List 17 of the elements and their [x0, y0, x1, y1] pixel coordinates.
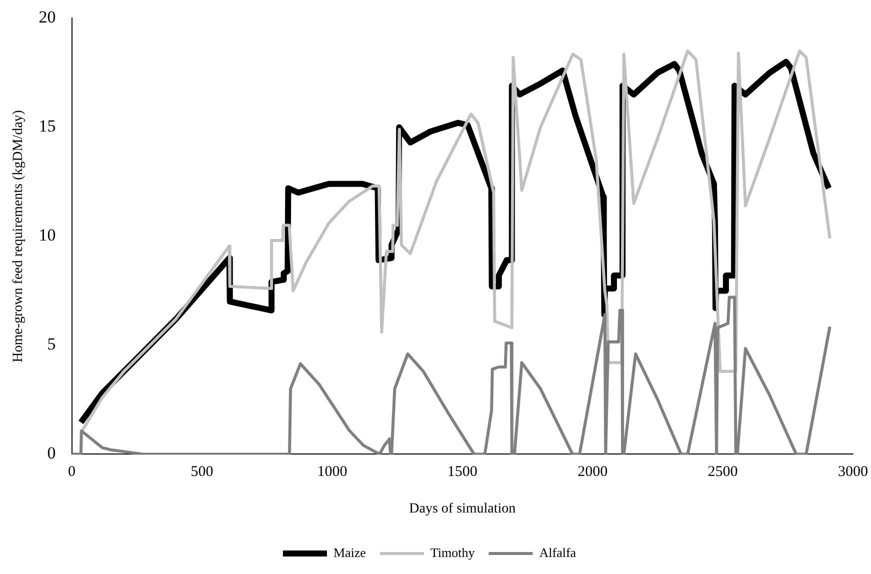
- y-tick-label: 20: [38, 8, 56, 27]
- x-tick-label: 2000: [578, 464, 608, 480]
- x-tick-label: 3000: [838, 464, 868, 480]
- y-tick-label: 5: [47, 334, 56, 354]
- x-tick-label: 1000: [317, 464, 348, 480]
- x-tick-label: 0: [68, 464, 76, 480]
- y-axis-title: Home-grown feed requirements (kgDM/day): [11, 110, 26, 362]
- y-tick-label: 15: [38, 116, 56, 136]
- x-axis-title: Days of simulation: [409, 501, 516, 516]
- x-tick-label: 1500: [447, 464, 478, 480]
- x-tick-label: 2500: [708, 464, 738, 480]
- legend-label: Timothy: [430, 544, 476, 560]
- y-tick-label: 10: [38, 226, 56, 245]
- legend-label: Alfalfa: [539, 544, 576, 560]
- legend-label: Maize: [333, 544, 366, 560]
- y-tick-label: 0: [47, 444, 56, 463]
- x-tick-label: 500: [190, 464, 214, 480]
